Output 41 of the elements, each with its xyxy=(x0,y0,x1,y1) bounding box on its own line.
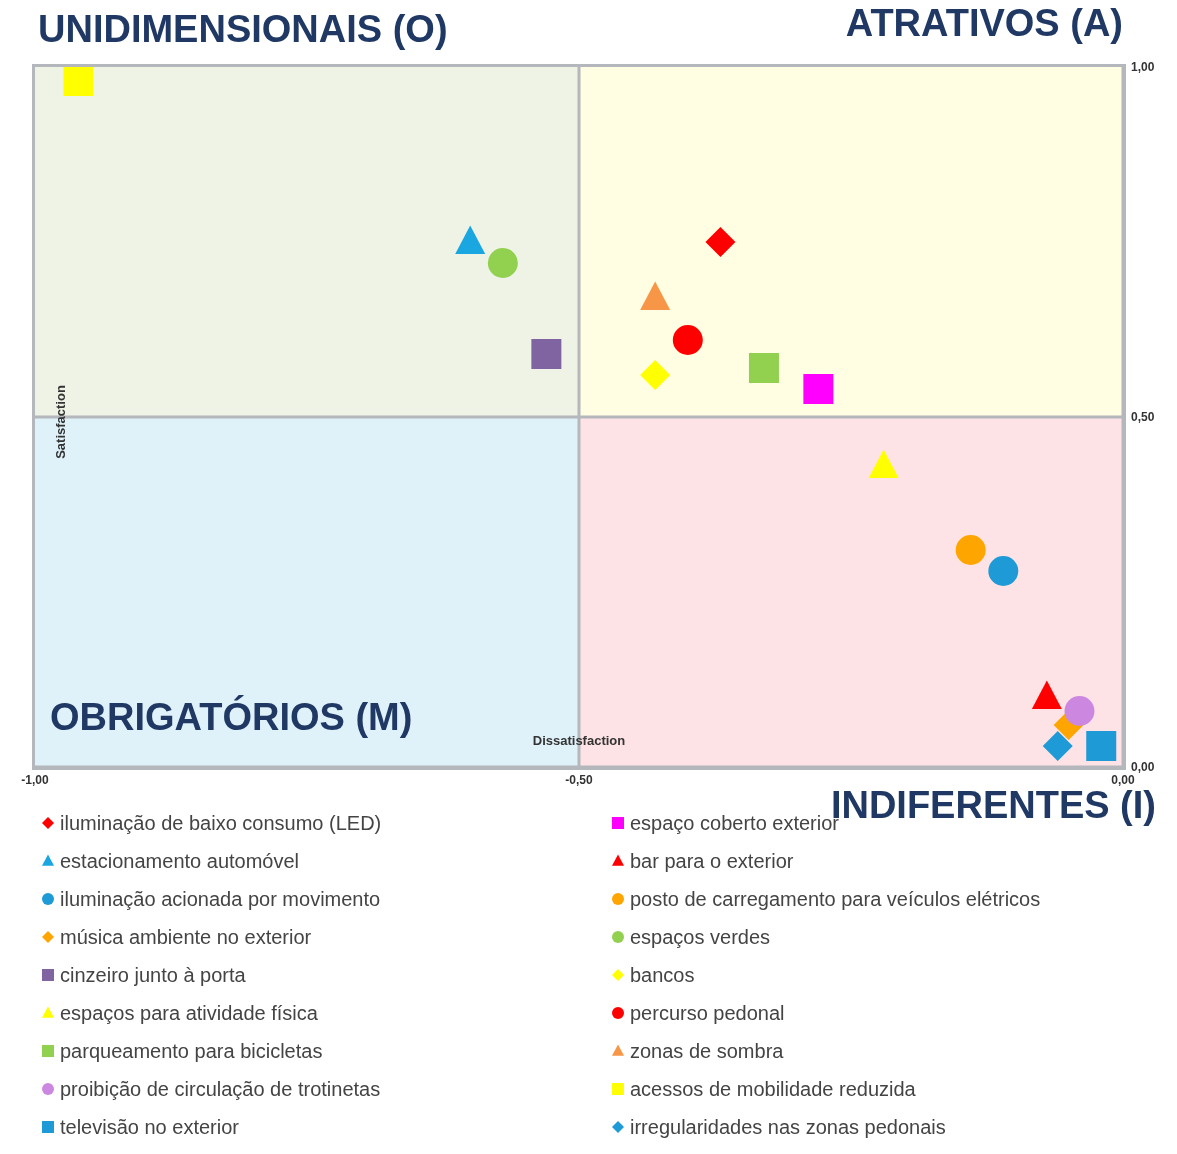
legend-label: irregularidades nas zonas pedonais xyxy=(630,1115,946,1139)
text: ATRATIVOS (A) xyxy=(845,2,1123,45)
point xyxy=(531,339,562,369)
y-tick-label: 1,00 xyxy=(1131,60,1155,75)
point xyxy=(63,67,94,96)
point xyxy=(1064,696,1095,726)
legend-label: parqueamento para bicicletas xyxy=(60,1039,323,1063)
legend-label: música ambiente no exterior xyxy=(60,925,312,949)
legend-label: proibição de circulação de trotinetas xyxy=(60,1077,381,1101)
legend-label: posto de carregamento para veículos elétricos xyxy=(630,887,1041,911)
point xyxy=(748,353,779,383)
legend-label: bar para o exterior xyxy=(630,849,794,873)
legend-label: cinzeiro junto à porta xyxy=(60,963,246,987)
y-axis-title: Satisfaction xyxy=(52,385,68,459)
y-tick-label: 0,00 xyxy=(1131,760,1155,775)
text: UNIDIMENSIONAIS (O) xyxy=(38,8,448,51)
legend-label: estacionamento automóvel xyxy=(60,849,300,873)
point xyxy=(487,248,518,278)
legend-label: acessos de mobilidade reduzida xyxy=(630,1077,916,1101)
point xyxy=(803,374,834,404)
legend-label: percurso pedonal xyxy=(630,1001,785,1025)
y-tick-label: 0,50 xyxy=(1131,410,1155,425)
legend-label: espaços para atividade física xyxy=(60,1001,318,1025)
point xyxy=(672,325,703,355)
point xyxy=(705,227,736,257)
x-tick-label: -1,00 xyxy=(21,772,49,787)
point xyxy=(1042,731,1073,761)
legend-label: bancos xyxy=(630,963,695,987)
x-axis-title: Dissatisfaction xyxy=(532,733,626,748)
point xyxy=(640,360,671,390)
x-tick-label: 0,00 xyxy=(1111,772,1135,787)
legend-label: iluminação acionada por movimento xyxy=(60,887,381,911)
x-tick-label: -0,50 xyxy=(565,772,593,787)
legend-label: iluminação de baixo consumo (LED) xyxy=(60,811,382,835)
legend-label: zonas de sombra xyxy=(630,1039,784,1063)
legend-label: televisão no exterior xyxy=(60,1115,239,1139)
point xyxy=(988,556,1019,586)
point xyxy=(1086,731,1117,761)
legend-label: espaços verdes xyxy=(630,925,771,949)
point xyxy=(955,535,986,565)
annotation: OBRIGATÓRIOS (M) xyxy=(50,696,413,739)
